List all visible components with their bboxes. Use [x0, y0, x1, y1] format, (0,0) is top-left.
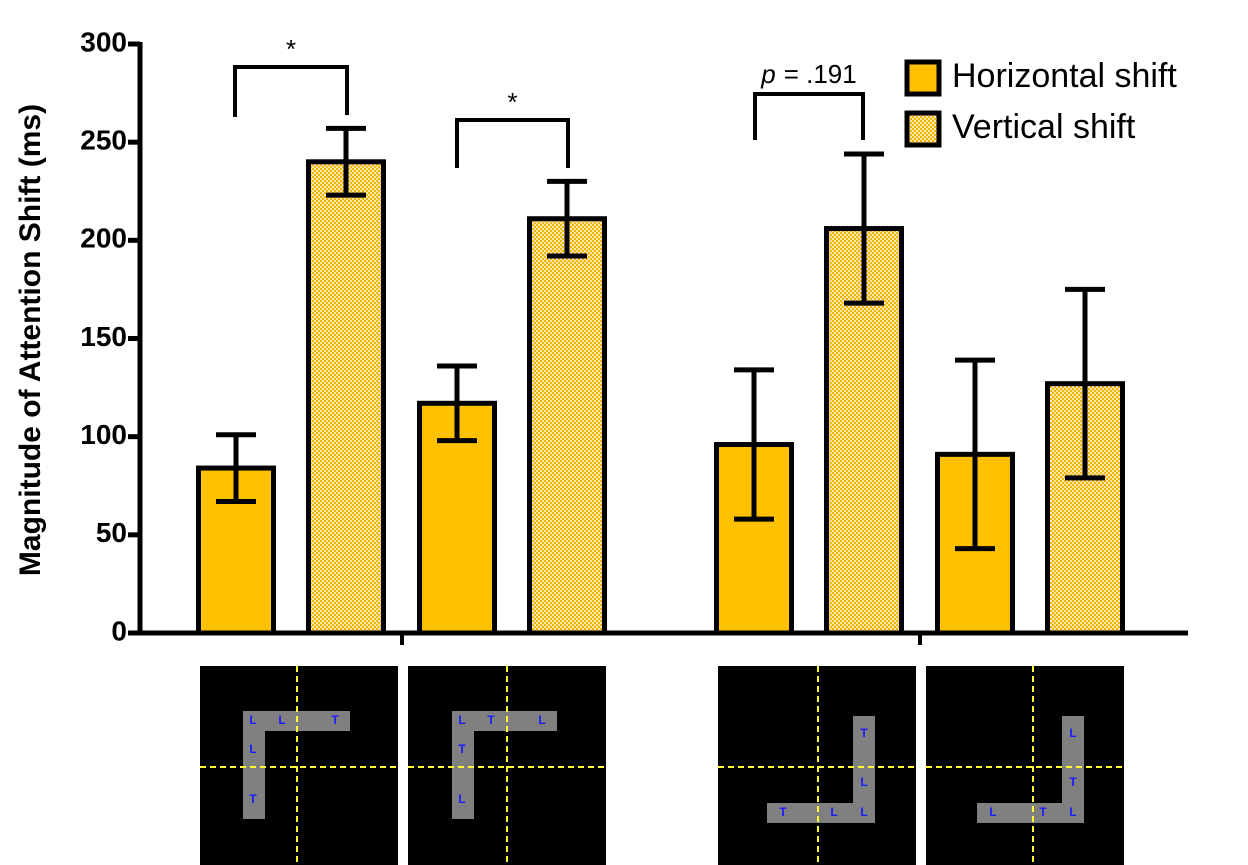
stimulus-letter: T [331, 713, 339, 727]
legend-swatch [904, 59, 942, 97]
stimulus-letter: L [249, 742, 256, 756]
stimulus-bar [853, 716, 875, 823]
error-bar [437, 363, 477, 444]
annotation: * [507, 87, 517, 117]
stimulus-letter: L [458, 713, 465, 727]
stimulus-letter: L [1069, 726, 1076, 740]
annotation-italic: p [760, 59, 775, 89]
bracket [753, 92, 865, 140]
stimulus-letter: L [860, 805, 867, 819]
annotation: p = .191 [760, 59, 856, 89]
error-bar [955, 357, 995, 552]
stimulus-letter: L [830, 805, 837, 819]
y-tick-label: 250 [80, 125, 127, 156]
stimulus-bar [977, 803, 1084, 823]
bar [306, 159, 386, 636]
legend-swatch [904, 110, 942, 148]
annotation: * [286, 34, 296, 64]
stimulus-panel [718, 666, 916, 865]
stimulus-letter: L [278, 713, 285, 727]
annotation-text: = .191 [784, 59, 857, 89]
error-bar [216, 432, 256, 504]
error-bar [1065, 286, 1105, 481]
stimulus-letter: T [458, 742, 466, 756]
y-tick-label: 300 [80, 26, 127, 57]
bracket [233, 65, 349, 117]
stimulus-bar [452, 711, 557, 731]
y-tick-label: 100 [80, 419, 127, 450]
bar [527, 216, 607, 636]
y-tick-label: 200 [80, 223, 127, 254]
stimulus-letter: L [538, 713, 545, 727]
error-bar [844, 151, 884, 306]
stimulus-bar [452, 711, 474, 819]
y-tick-label: 50 [96, 517, 127, 548]
y-axis-label: Magnitude of Attention Shift (ms) [14, 104, 47, 576]
stimulus-bar [767, 803, 875, 823]
stimulus-panel [926, 666, 1124, 865]
stimulus-panel [200, 666, 398, 865]
legend-label: Horizontal shift [952, 57, 1177, 95]
stimulus-letter: T [1039, 805, 1047, 819]
legend-label: Vertical shift [952, 108, 1136, 146]
error-bar [326, 125, 366, 198]
stimulus-letter: L [860, 775, 867, 789]
stimulus-letter: T [779, 805, 787, 819]
bracket [455, 118, 570, 168]
stimulus-letter: T [249, 792, 257, 806]
stimulus-panel [408, 666, 606, 865]
stimulus-letter: T [487, 713, 495, 727]
y-tick-label: 150 [80, 321, 127, 352]
error-bar [547, 178, 587, 259]
stimulus-letter: T [860, 726, 868, 740]
y-tick-label: 0 [111, 615, 127, 646]
stimulus-letter: L [989, 805, 996, 819]
stimulus-letter: L [1069, 805, 1076, 819]
stimulus-letter: L [458, 792, 465, 806]
stimulus-bar [1062, 716, 1084, 823]
stimulus-letter: T [1069, 775, 1077, 789]
stimulus-letter: L [249, 713, 256, 727]
error-bar [734, 367, 774, 522]
stimulus-bar [243, 711, 265, 819]
